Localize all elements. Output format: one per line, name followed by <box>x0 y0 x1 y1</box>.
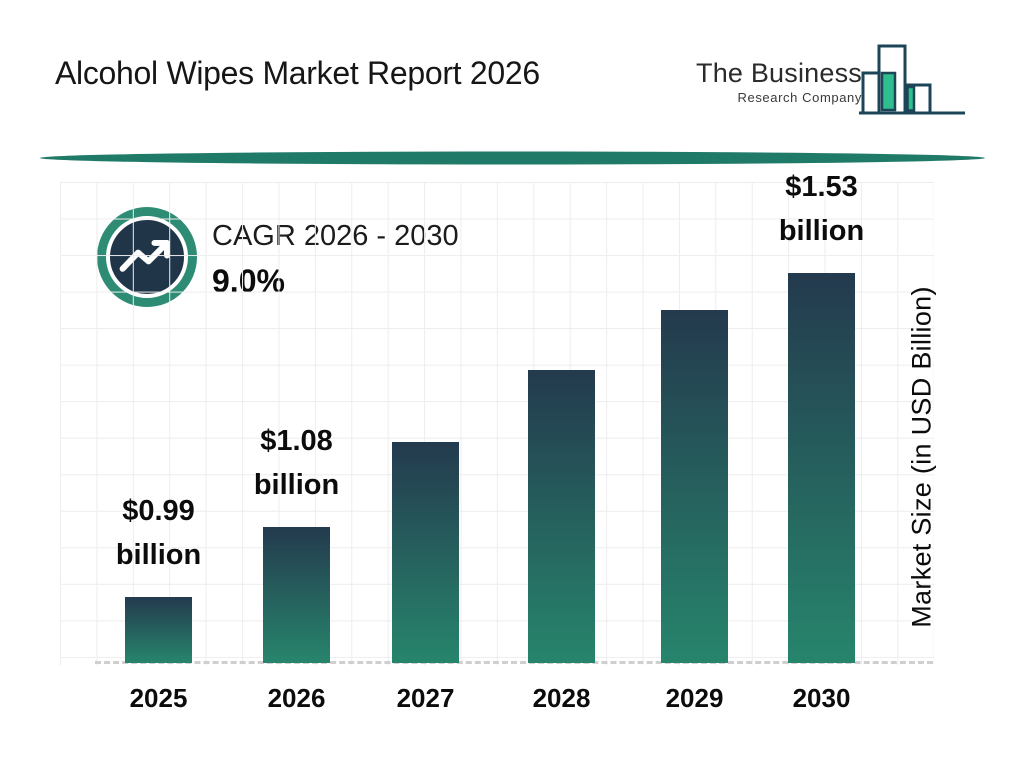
bar-2025 <box>125 597 192 663</box>
x-axis-label-2028: 2028 <box>532 683 591 713</box>
bar-2027 <box>392 442 459 663</box>
company-logo: The Business Research Company <box>696 42 974 123</box>
bar-2026 <box>263 527 330 663</box>
logo-subtitle-text: Research Company <box>737 90 862 105</box>
chart-baseline <box>95 661 933 664</box>
x-axis-label-2026: 2026 <box>267 683 326 713</box>
value-label-2026: $1.08 billion <box>253 425 340 501</box>
x-axis-label-2029: 2029 <box>665 683 724 713</box>
x-axis-label-2025: 2025 <box>129 683 188 713</box>
bar-2028 <box>528 370 595 663</box>
bar-2030 <box>788 273 855 663</box>
page-title: Alcohol Wipes Market Report 2026 <box>55 55 540 91</box>
chart-plot-area: $0.99 billion $1.08 billion $1.53 billion <box>60 171 934 665</box>
logo-bar-chart-icon <box>858 42 966 123</box>
bar-2029 <box>661 310 728 663</box>
x-axis-label-2030: 2030 <box>792 683 851 713</box>
divider-line <box>40 150 985 166</box>
y-axis-label: Market Size (in USD Billion) <box>906 286 937 628</box>
x-axis-label-2027: 2027 <box>396 683 455 713</box>
value-label-2030: $1.53 billion <box>778 171 865 247</box>
value-label-2025: $0.99 billion <box>115 495 202 571</box>
logo-name-text: The Business <box>696 58 862 88</box>
